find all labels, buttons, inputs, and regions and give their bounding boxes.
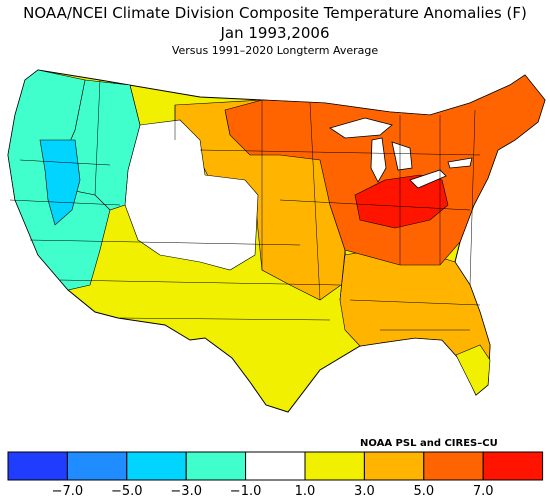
credit-label: NOAA PSL and CIRES–CU: [360, 438, 498, 449]
legend-tick-label: −1.0: [230, 484, 262, 499]
lake-erie: [409, 169, 447, 189]
legend-tick-label: −5.0: [111, 484, 143, 499]
legend-tick-label: 1.0: [295, 484, 316, 499]
legend-swatch: [363, 451, 425, 481]
legend-tick-label: 3.0: [354, 484, 375, 499]
region-central-rockies: [124, 119, 259, 271]
division-lines: [9, 79, 481, 331]
legend-tick-label: −3.0: [170, 484, 202, 499]
legend-tick-label: 7.0: [473, 484, 494, 499]
legend-swatch: [423, 451, 484, 481]
map-title: NOAA/NCEI Climate Division Composite Tem…: [23, 4, 527, 22]
legend-swatch: [245, 451, 306, 481]
legend-swatch: [304, 451, 365, 481]
map-subtitle: Jan 1993,2006: [220, 24, 330, 42]
lake-ontario: [447, 157, 473, 169]
lake-huron: [391, 141, 413, 171]
legend-swatch: [185, 451, 247, 481]
lake-michigan: [370, 137, 387, 183]
legend-swatch: [482, 451, 544, 481]
legend-swatch: [66, 451, 128, 481]
legend: −7.0 −5.0 −3.0 −1.0 1.0 3.0 5.0 7.0: [7, 451, 544, 499]
legend-tick-label: −7.0: [52, 484, 84, 499]
lake-superior: [329, 117, 393, 139]
region-idaho-nevada: [39, 139, 81, 226]
legend-swatch: [7, 451, 68, 481]
region-ohio-valley: [354, 174, 449, 229]
us-anomaly-map: [7, 69, 546, 413]
legend-swatch: [126, 451, 187, 481]
region-florida: [455, 344, 491, 396]
map-note: Versus 1991–2020 Longterm Average: [171, 44, 379, 57]
legend-tick-label: 5.0: [413, 484, 434, 499]
